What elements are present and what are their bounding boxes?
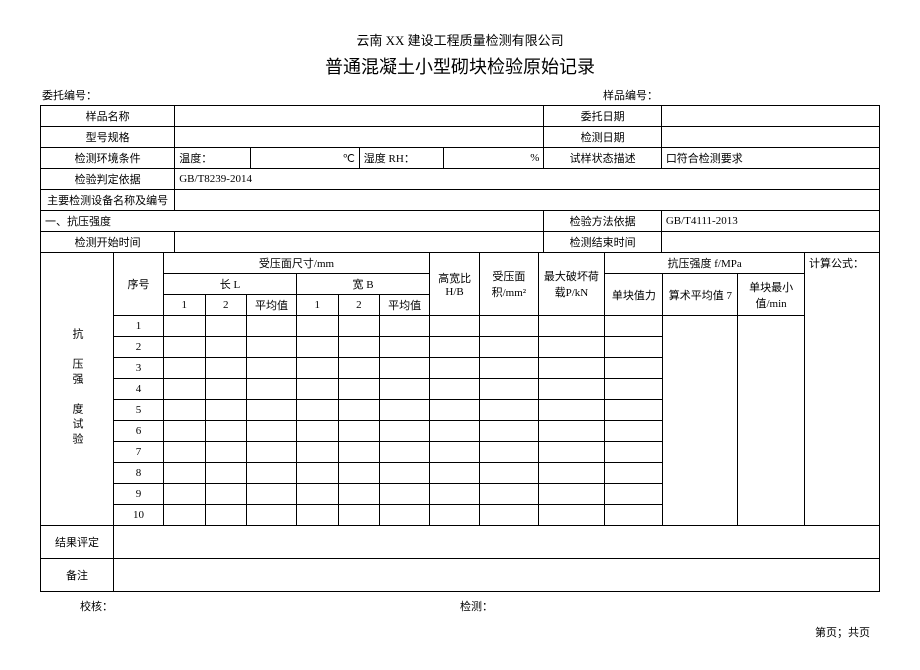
val-sample-name [175,106,544,127]
val-remark [114,559,880,592]
col-single-min: 单块最小值/min [738,274,805,316]
label-judge-basis: 检验判定依据 [41,169,175,190]
page-number: 第页；共页 [40,624,880,640]
label-test-date: 检测日期 [544,127,661,148]
label-model-spec: 型号规格 [41,127,175,148]
company-name: 云南 XX 建设工程质量检测有限公司 [40,30,880,49]
footer-test: 检测： [460,598,840,614]
entrust-no-label: 委托编号： [42,87,97,103]
col-hb: 高宽比H/B [430,253,480,316]
doc-title: 普通混凝土小型砌块检验原始记录 [40,53,880,79]
side-label: 抗 压强 度试验 [41,253,114,526]
label-sample-name: 样品名称 [41,106,175,127]
label-humidity: 湿度 RH： [359,148,443,169]
label-end-time: 检测结束时间 [544,232,661,253]
label-env-cond: 检测环境条件 [41,148,175,169]
val-method-basis: GB/T4111-2013 [661,211,879,232]
val-model-spec [175,127,544,148]
val-result-eval [114,526,880,559]
col-l1: 1 [163,295,205,316]
val-conform: 口符合检测要求 [661,148,879,169]
col-single-val: 单块值力 [605,274,663,316]
col-arith-avg: 算术平均值 7 [663,274,738,316]
col-press-dim: 受压面尺寸/mm [163,253,429,274]
col-wid: 宽 B [297,274,430,295]
col-l2: 2 [205,295,247,316]
label-temp: 温度： [175,148,251,169]
col-formula: 计算公式： [804,253,879,526]
col-b1: 1 [297,295,339,316]
col-area: 受压面积/mm² [480,253,539,316]
col-seq: 序号 [114,253,164,316]
label-remark: 备注 [41,559,114,592]
val-equip [175,190,880,211]
data-table: 抗 压强 度试验 序号 受压面尺寸/mm 高宽比H/B 受压面积/mm² 最大破… [40,253,880,592]
humidity-unit: % [443,148,544,169]
val-test-date [661,127,879,148]
col-strength: 抗压强度 f/MPa [605,253,805,274]
val-entrust-date [661,106,879,127]
label-sample-state: 试样状态描述 [544,148,661,169]
val-start-time [175,232,544,253]
label-method-basis: 检验方法依据 [544,211,661,232]
section-heading: 一、抗压强度 [41,211,544,232]
label-start-time: 检测开始时间 [41,232,175,253]
footer-check: 校核： [80,598,460,614]
label-result-eval: 结果评定 [41,526,114,559]
label-entrust-date: 委托日期 [544,106,661,127]
col-b2: 2 [338,295,380,316]
header-table: 样品名称 委托日期 型号规格 检测日期 检测环境条件 温度： ℃ 湿度 RH： … [40,105,880,253]
val-end-time [661,232,879,253]
temp-unit: ℃ [250,148,359,169]
table-row: 1 [41,316,880,337]
sample-no-label: 样品编号： [603,87,878,103]
col-len: 长 L [163,274,296,295]
val-judge-basis: GB/T8239-2014 [175,169,880,190]
label-equip: 主要检测设备名称及编号 [41,190,175,211]
col-bavg: 平均值 [380,295,430,316]
col-lavg: 平均值 [247,295,297,316]
col-maxload: 最大破坏荷载P/kN [538,253,605,316]
